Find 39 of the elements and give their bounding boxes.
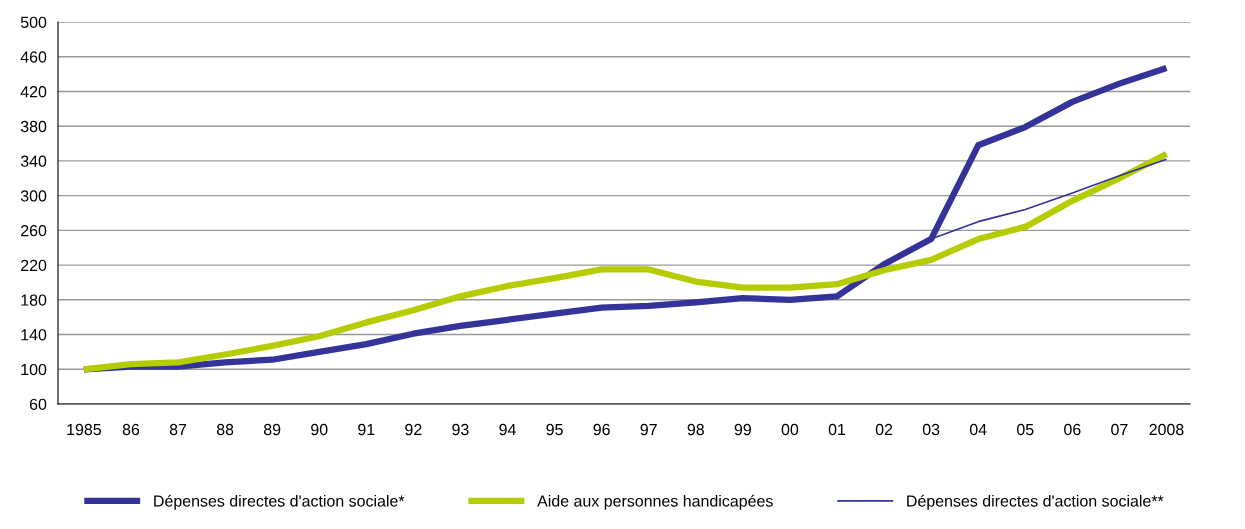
y-tick-label: 260 — [21, 225, 47, 237]
x-tick-label: 07 — [1111, 423, 1128, 436]
x-tick-label: 90 — [311, 423, 328, 436]
y-tick-label: 500 — [20, 16, 47, 28]
y-tick-label: 420 — [20, 86, 47, 98]
y-tick-label: 300 — [20, 190, 47, 202]
y-tick-label: 460 — [20, 51, 47, 63]
x-tick-label: 96 — [593, 423, 610, 436]
x-tick-label: 97 — [640, 423, 657, 436]
x-tick-label: 87 — [169, 423, 187, 436]
x-tick-label: 04 — [969, 423, 987, 436]
y-tick-label: 220 — [21, 259, 47, 272]
y-tick-label: 340 — [20, 155, 47, 167]
x-tick-label: 91 — [358, 423, 375, 436]
y-tick-label: 100 — [21, 363, 47, 376]
x-tick-label: 99 — [734, 423, 751, 436]
x-tick-label: 89 — [263, 423, 281, 436]
x-tick-label: 1985 — [67, 423, 101, 436]
x-tick-label: 88 — [216, 423, 234, 436]
x-tick-label: 86 — [122, 423, 140, 436]
x-tick-label: 06 — [1064, 423, 1081, 436]
x-tick-label: 2008 — [1149, 423, 1184, 436]
x-tick-label: 00 — [781, 423, 799, 436]
x-tick-label: 02 — [875, 423, 893, 436]
legend-label: Aide aux personnes handicapées — [537, 494, 773, 510]
x-tick-label: 98 — [687, 423, 704, 436]
legend-label: Dépenses directes d'action sociale** — [907, 494, 1164, 510]
x-tick-label: 94 — [499, 423, 516, 436]
y-tick-label: 180 — [21, 294, 47, 306]
x-tick-label: 93 — [452, 423, 469, 436]
x-tick-label: 01 — [828, 423, 846, 436]
x-tick-label: 03 — [922, 423, 940, 436]
x-tick-label: 95 — [546, 423, 563, 436]
y-tick-label: 140 — [21, 329, 47, 341]
y-tick-label: 380 — [20, 120, 47, 133]
legend-label: Dépenses directes d'action sociale* — [154, 494, 405, 510]
x-tick-label: 05 — [1017, 423, 1034, 436]
y-tick-label: 60 — [29, 398, 47, 410]
x-tick-label: 92 — [405, 423, 422, 436]
